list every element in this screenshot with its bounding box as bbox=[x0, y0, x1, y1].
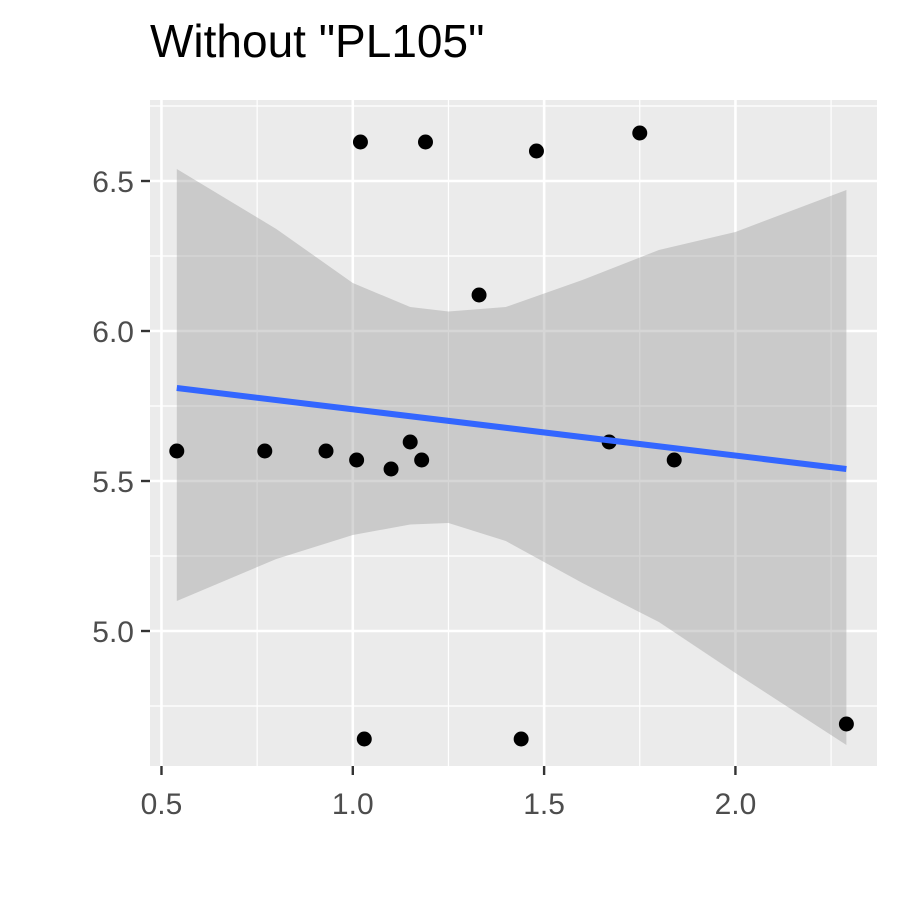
data-point bbox=[471, 287, 487, 303]
y-tick-label: 5.0 bbox=[92, 616, 134, 649]
y-axis: 5.0 5.5 6.0 6.5 bbox=[92, 166, 150, 649]
data-point bbox=[417, 134, 433, 150]
data-point bbox=[383, 461, 399, 477]
x-tick-label: 0.5 bbox=[141, 788, 183, 821]
y-tick-label: 5.5 bbox=[92, 466, 134, 499]
data-point bbox=[169, 443, 185, 459]
x-axis: 0.5 1.0 1.5 2.0 bbox=[141, 766, 757, 821]
data-point bbox=[257, 443, 273, 459]
data-point bbox=[528, 143, 544, 159]
data-point bbox=[318, 443, 334, 459]
data-point bbox=[349, 452, 365, 468]
chart-title: Without "PL105" bbox=[150, 15, 485, 67]
minor-gridlines bbox=[150, 100, 877, 766]
data-point bbox=[666, 452, 682, 468]
y-tick-label: 6.5 bbox=[92, 166, 134, 199]
y-tick-label: 6.0 bbox=[92, 316, 134, 349]
data-point bbox=[513, 731, 529, 747]
x-tick-label: 1.0 bbox=[332, 788, 374, 821]
x-tick-label: 1.5 bbox=[523, 788, 565, 821]
plot-panel bbox=[150, 100, 877, 766]
x-tick-label: 2.0 bbox=[715, 788, 757, 821]
data-point bbox=[356, 731, 372, 747]
confidence-band bbox=[176, 169, 847, 745]
regression-line bbox=[176, 385, 847, 472]
data-point bbox=[838, 716, 854, 732]
data-point bbox=[632, 125, 648, 141]
data-point bbox=[352, 134, 368, 150]
data-point bbox=[402, 434, 418, 450]
data-point bbox=[414, 452, 430, 468]
